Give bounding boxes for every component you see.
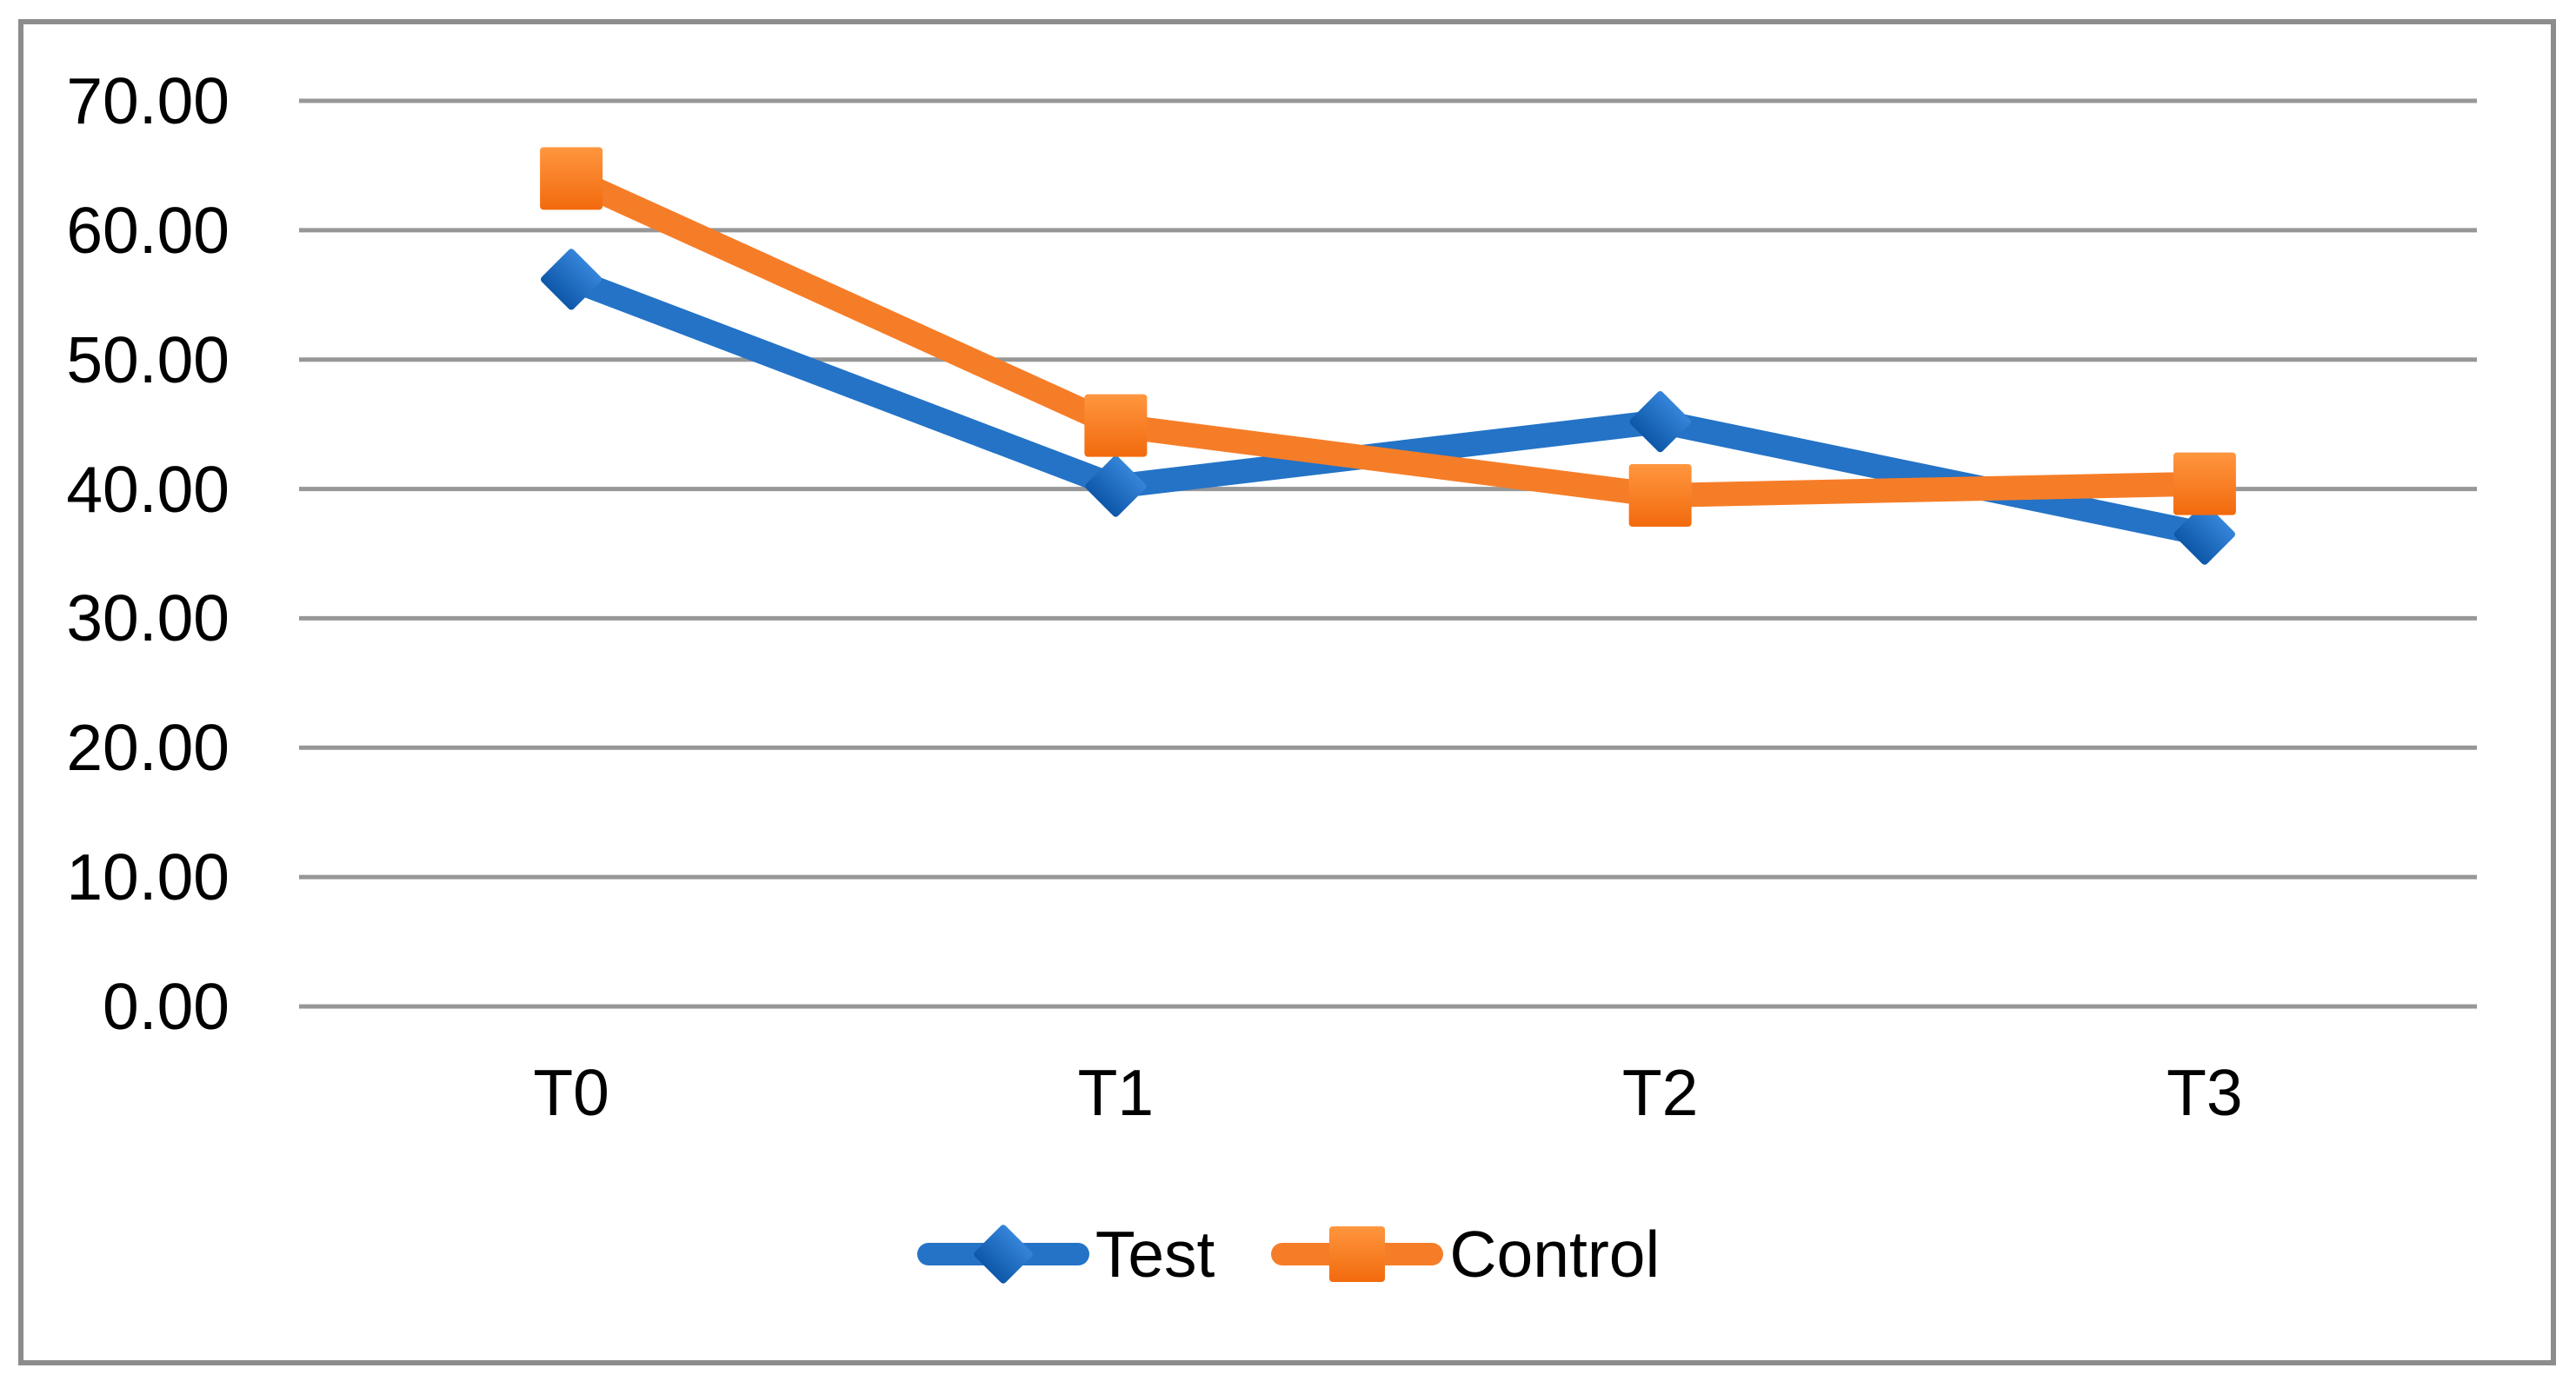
legend-item-test: Test [916, 1211, 1215, 1298]
x-category-label: T0 [533, 1056, 609, 1129]
x-category-label: T1 [1077, 1056, 1155, 1129]
test-series-marker [1629, 391, 1691, 453]
control-series-marker [540, 147, 603, 210]
test-series-marker [541, 249, 602, 310]
x-category-label: T3 [2167, 1056, 2243, 1129]
y-tick-label: 60.00 [66, 193, 230, 267]
chart-border [18, 19, 2556, 1365]
legend-label: Control [1449, 1218, 1661, 1291]
y-tick-label: 20.00 [66, 711, 230, 785]
test-series-marker [1085, 455, 1147, 517]
control-series-marker [2173, 452, 2236, 515]
legend: Test Control [0, 1206, 2576, 1302]
y-tick-label: 40.00 [66, 452, 230, 526]
y-tick-label: 50.00 [66, 322, 230, 396]
x-category-label: T2 [1621, 1056, 1699, 1129]
y-tick-label: 0.00 [103, 970, 230, 1043]
control-series-marker [1628, 464, 1692, 528]
control-legend-marker-icon [1271, 1226, 1444, 1282]
y-tick-label: 30.00 [66, 581, 230, 655]
y-tick-label: 70.00 [66, 64, 230, 137]
legend-label: Test [1095, 1218, 1215, 1291]
control-series-line [566, 167, 2206, 508]
legend-item-control: Control [1270, 1211, 1660, 1298]
control-series-marker [1084, 394, 1148, 457]
test-series-marker [2173, 503, 2235, 565]
y-tick-label: 10.00 [66, 840, 230, 914]
test-legend-marker-icon [916, 1225, 1089, 1284]
